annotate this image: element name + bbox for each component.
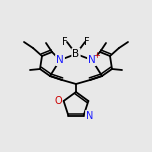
Text: N: N <box>88 55 96 65</box>
Text: F: F <box>62 37 68 47</box>
Text: B: B <box>73 49 79 59</box>
Text: N: N <box>56 55 64 65</box>
Text: O: O <box>54 96 62 106</box>
Text: F: F <box>84 37 90 47</box>
Text: +: + <box>94 50 100 59</box>
Text: N: N <box>86 111 93 121</box>
